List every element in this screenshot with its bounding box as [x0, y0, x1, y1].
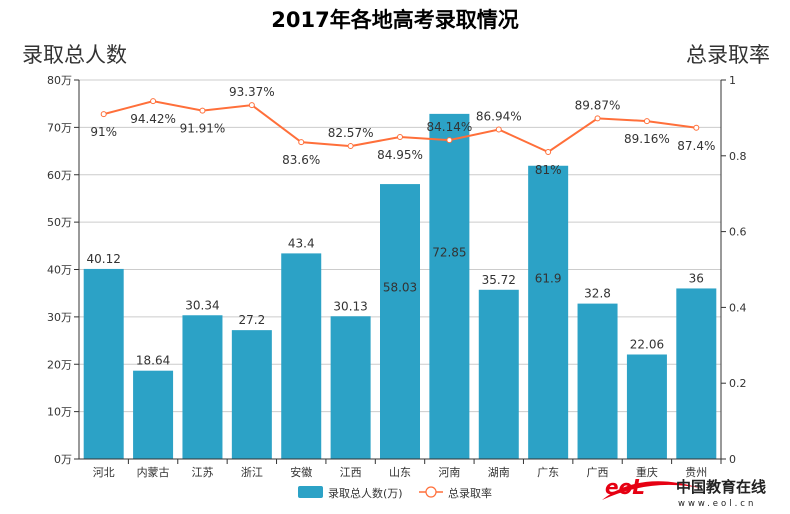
bar-value-label: 30.13 [333, 299, 367, 313]
rate-point [643, 118, 650, 125]
rate-label: 86.94% [476, 109, 522, 123]
rate-label: 91.91% [180, 122, 226, 136]
legend-bar-label[interactable]: 录取总人数(万) [328, 486, 403, 500]
bar-value-label: 58.03 [383, 281, 417, 295]
rate-label: 89.16% [624, 132, 670, 146]
rate-point [199, 107, 206, 114]
bar-value-label: 22.06 [630, 337, 664, 351]
rate-point [495, 126, 502, 133]
right-tick-label: 1 [729, 74, 736, 87]
left-tick-label: 60万 [47, 169, 72, 182]
legend-line-marker [425, 486, 437, 498]
right-axis-title: 总录取率 [686, 43, 770, 67]
left-tick-label: 80万 [47, 74, 72, 87]
bar-value-label: 18.64 [136, 354, 170, 368]
bar-value-label: 27.2 [238, 313, 265, 327]
bar [380, 184, 420, 459]
rate-point [100, 111, 107, 118]
rate-label: 84.95% [377, 148, 423, 162]
bar [231, 330, 272, 459]
x-tick-label: 河北 [93, 466, 115, 479]
bar [330, 316, 371, 459]
bar [83, 268, 124, 459]
x-tick-label: 内蒙古 [137, 465, 170, 479]
svg-text:eoL: eoL [605, 475, 645, 499]
rate-point [594, 115, 601, 122]
logo-url: www.eol.cn [678, 499, 756, 509]
left-tick-label: 0万 [54, 453, 72, 466]
rate-label: 93.37% [229, 85, 275, 99]
x-tick-label: 安徽 [290, 465, 312, 479]
bar [478, 289, 519, 459]
bar-value-label: 43.4 [288, 236, 315, 250]
bar-value-label: 30.34 [185, 298, 219, 312]
bar [281, 253, 322, 459]
rate-point [693, 124, 700, 131]
rate-label: 82.57% [328, 126, 374, 140]
bar [429, 113, 470, 460]
rate-point [248, 102, 255, 109]
left-tick-label: 40万 [47, 264, 72, 277]
left-tick-label: 50万 [47, 216, 72, 229]
x-tick-label: 贵州 [685, 466, 707, 479]
rate-label: 84.14% [427, 120, 473, 134]
left-tick-label: 30万 [47, 311, 72, 324]
x-tick-label: 广西 [587, 466, 609, 479]
rate-point [446, 137, 453, 144]
rate-label: 83.6% [282, 153, 320, 167]
x-tick-label: 山东 [389, 466, 411, 479]
bar [528, 165, 569, 459]
bar-value-label: 35.72 [482, 273, 516, 287]
left-tick-label: 10万 [47, 406, 72, 419]
legend-bar-swatch[interactable] [298, 486, 323, 498]
x-tick-label: 浙江 [241, 466, 263, 479]
x-tick-label: 江苏 [191, 466, 213, 479]
rate-point [347, 143, 354, 150]
left-tick-label: 20万 [47, 358, 72, 371]
bar-value-label: 40.12 [87, 252, 121, 266]
rate-label: 87.4% [677, 139, 715, 153]
right-tick-label: 0.4 [729, 301, 747, 314]
bar [676, 288, 717, 459]
right-tick-label: 0.2 [729, 377, 747, 390]
rate-label: 94.42% [130, 112, 176, 126]
bar-value-label: 36 [689, 271, 704, 285]
bar [182, 315, 223, 459]
bar [577, 303, 618, 459]
rate-point [150, 98, 157, 105]
right-tick-label: 0.8 [729, 150, 747, 163]
rate-point [545, 149, 552, 156]
x-tick-label: 湖南 [488, 466, 510, 479]
logo-brand: 中国教育在线 [676, 478, 766, 496]
rate-point [397, 134, 403, 141]
legend: 录取总人数(万) 总录取率 [298, 486, 492, 500]
bar-value-label: 72.85 [432, 245, 466, 259]
rate-label: 91% [90, 125, 117, 139]
rate-point [298, 139, 305, 146]
x-tick-label: 江西 [340, 466, 362, 479]
chart-title: 2017年各地高考录取情况 [271, 8, 518, 32]
eol-logo: eoL 中国教育在线 www.eol.cn [602, 475, 766, 509]
right-tick-label: 0 [729, 453, 736, 466]
bar-value-label: 61.9 [535, 271, 562, 285]
left-tick-label: 70万 [47, 121, 72, 134]
rate-label: 81% [535, 163, 562, 177]
x-tick-label: 重庆 [636, 465, 658, 479]
left-axis-title: 录取总人数 [22, 43, 127, 67]
legend-line-label[interactable]: 总录取率 [448, 486, 492, 500]
bar [626, 354, 667, 459]
x-tick-label: 广东 [537, 466, 559, 479]
rate-label: 89.87% [575, 98, 621, 112]
x-tick-label: 河南 [438, 466, 460, 479]
bar-value-label: 32.8 [584, 287, 611, 301]
bar [133, 370, 174, 459]
right-tick-label: 0.6 [729, 226, 747, 239]
